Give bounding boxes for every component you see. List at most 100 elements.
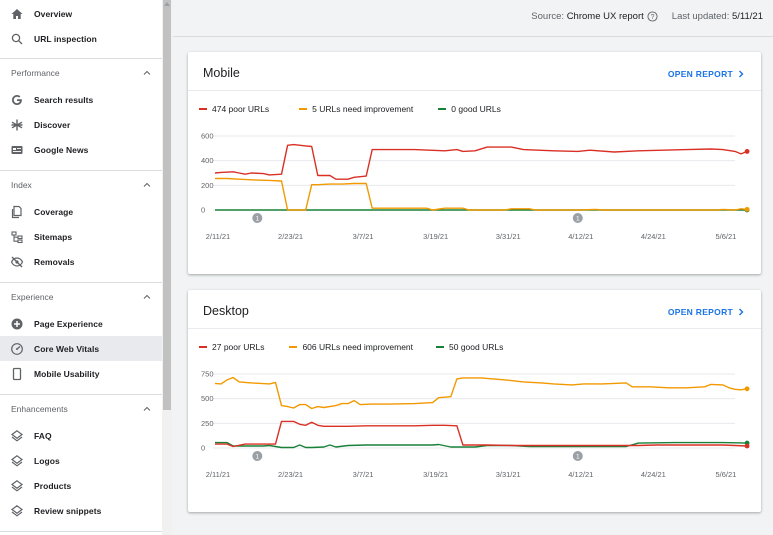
gauge-icon (10, 342, 24, 356)
x-tick-label: 3/31/21 (496, 470, 521, 479)
y-tick-label: 0 (201, 444, 205, 453)
sidebar-item-discover[interactable]: Discover (0, 112, 162, 137)
news-icon (10, 143, 24, 157)
sidebar-item-label: Review snippets (34, 505, 102, 516)
legend-item-good[interactable]: 0 good URLs (438, 104, 501, 114)
sidebar-item-removals[interactable]: Removals (0, 249, 162, 274)
annotation-marker[interactable]: 1 (252, 213, 263, 223)
sidebar-item-faq[interactable]: FAQ (0, 423, 162, 448)
diamond-layers-icon (10, 504, 24, 518)
sidebar-item-logos[interactable]: Logos (0, 448, 162, 473)
sidebar-item-page-experience[interactable]: Page Experience (0, 311, 162, 336)
sidebar: Overview URL inspection Performance Search … (0, 0, 162, 535)
sidebar-item-url-inspection[interactable]: URL inspection (0, 26, 162, 51)
series-end-point (744, 386, 750, 392)
chevron-up-icon (143, 294, 151, 299)
legend-item-needs-improvement[interactable]: 606 URLs need improvement (289, 342, 413, 352)
x-tick-label: 3/7/21 (353, 232, 374, 241)
help-icon[interactable]: ? (647, 11, 658, 22)
annotation-marker[interactable]: 1 (572, 213, 583, 223)
legend-swatch (199, 346, 207, 348)
svg-text:?: ? (650, 14, 654, 21)
series-end-point (744, 443, 750, 449)
source-prefix: Source: (531, 11, 565, 22)
sidebar-section-label: Index (11, 180, 32, 190)
sidebar-item-search-results[interactable]: Search results (0, 87, 162, 112)
sidebar-item-sitemaps[interactable]: Sitemaps (0, 224, 162, 249)
y-tick-label: 750 (201, 370, 214, 379)
chevron-right-icon (739, 308, 744, 316)
sidebar-section-index[interactable]: Index (0, 173, 162, 197)
sidebar-divider (0, 394, 162, 395)
y-tick-label: 200 (201, 181, 214, 190)
x-tick-label: 4/24/21 (641, 470, 666, 479)
x-tick-label: 5/6/21 (715, 232, 736, 241)
y-tick-label: 600 (201, 132, 214, 141)
sidebar-item-label: Sitemaps (34, 231, 73, 242)
sidebar-item-google-news[interactable]: Google News (0, 137, 162, 162)
annotation-marker[interactable]: 1 (572, 451, 583, 461)
diamond-layers-icon (10, 429, 24, 443)
svg-text:1: 1 (576, 453, 580, 460)
sidebar-section-enhancements[interactable]: Enhancements (0, 397, 162, 421)
legend-swatch (299, 108, 308, 110)
last-updated-value: 5/11/21 (732, 11, 763, 22)
chart-legend: 474 poor URLs 5 URLs need improvement 0 go… (199, 104, 526, 114)
sidebar-item-label: Page Experience (34, 318, 103, 329)
x-tick-label: 4/12/21 (568, 232, 593, 241)
sidebar-item-label: URL inspection (34, 33, 97, 44)
sidebar-item-products[interactable]: Products (0, 473, 162, 498)
sidebar-item-review-snippets[interactable]: Review snippets (0, 498, 162, 523)
last-updated-prefix: Last updated: (671, 11, 730, 22)
mobile-card: Mobile OPEN REPORT 474 poor URLs 5 URLs n… (188, 52, 761, 274)
legend-item-poor[interactable]: 27 poor URLs (199, 342, 264, 352)
sidebar-item-coverage[interactable]: Coverage (0, 199, 162, 224)
diamond-layers-icon (10, 454, 24, 468)
scroll-up-arrow-icon[interactable] (163, 0, 171, 8)
legend-item-poor[interactable]: 474 poor URLs (199, 104, 269, 114)
legend-item-good[interactable]: 50 good URLs (436, 342, 503, 352)
sidebar-item-core-web-vitals[interactable]: Core Web Vitals (0, 336, 162, 361)
open-report-label: OPEN REPORT (667, 69, 733, 79)
x-tick-label: 2/11/21 (206, 470, 230, 479)
asterisk-icon (10, 118, 24, 132)
series-line-needs-improvement (215, 177, 748, 211)
legend-item-needs-improvement[interactable]: 5 URLs need improvement (299, 104, 413, 114)
chevron-up-icon (143, 406, 151, 411)
series-end-point (744, 149, 750, 154)
y-tick-label: 400 (201, 156, 214, 165)
sidebar-item-label: Logos (34, 455, 60, 466)
sidebar-scrollbar-thumb[interactable] (163, 0, 171, 410)
desktop-card: Desktop OPEN REPORT 27 poor URLs 606 URLs… (188, 290, 761, 512)
card-divider (188, 328, 761, 329)
legend-swatch (436, 346, 445, 348)
sidebar-item-overview[interactable]: Overview (0, 1, 162, 26)
legend-label: 474 poor URLs (212, 104, 270, 114)
card-title: Desktop (203, 304, 249, 318)
source-value: Chrome UX report (566, 11, 644, 22)
sitemap-icon (10, 230, 24, 244)
sidebar-section-performance[interactable]: Performance (0, 61, 162, 85)
y-tick-label: 250 (201, 419, 214, 428)
y-tick-label: 500 (201, 394, 214, 403)
mobile-chart: 0 200 400 600 2/11/21 2/23/21 3/7/21 3/19/21 3/3… (201, 132, 750, 241)
annotation-marker[interactable]: 1 (252, 451, 263, 461)
sidebar-item-mobile-usability[interactable]: Mobile Usability (0, 361, 162, 386)
chevron-up-icon (143, 182, 151, 187)
series-line-good (215, 441, 748, 449)
header-divider (173, 36, 773, 37)
open-report-button[interactable]: OPEN REPORT (668, 69, 745, 79)
chevron-up-icon (143, 70, 151, 75)
legend-label: 0 good URLs (451, 104, 501, 114)
x-tick-label: 4/12/21 (568, 470, 593, 479)
x-tick-label: 4/24/21 (641, 232, 666, 241)
svg-text:1: 1 (256, 215, 260, 222)
chevron-right-icon (739, 70, 744, 78)
series-line-poor (215, 420, 748, 448)
sidebar-section-label: Experience (11, 292, 54, 302)
open-report-button[interactable]: OPEN REPORT (668, 307, 745, 317)
sidebar-item-label: Core Web Vitals (34, 343, 100, 354)
card-divider (188, 90, 761, 91)
sidebar-section-label: Performance (11, 68, 60, 78)
sidebar-section-experience[interactable]: Experience (0, 285, 162, 309)
